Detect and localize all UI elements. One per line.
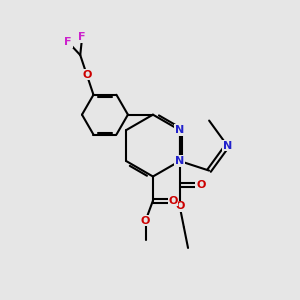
Text: F: F (64, 37, 72, 47)
Text: F: F (78, 32, 86, 42)
Text: O: O (175, 201, 184, 212)
Text: N: N (175, 156, 184, 166)
Text: N: N (223, 141, 232, 151)
Text: O: O (196, 180, 206, 190)
Text: O: O (168, 196, 178, 206)
Text: O: O (82, 70, 92, 80)
Text: N: N (175, 125, 184, 135)
Text: O: O (141, 216, 150, 226)
